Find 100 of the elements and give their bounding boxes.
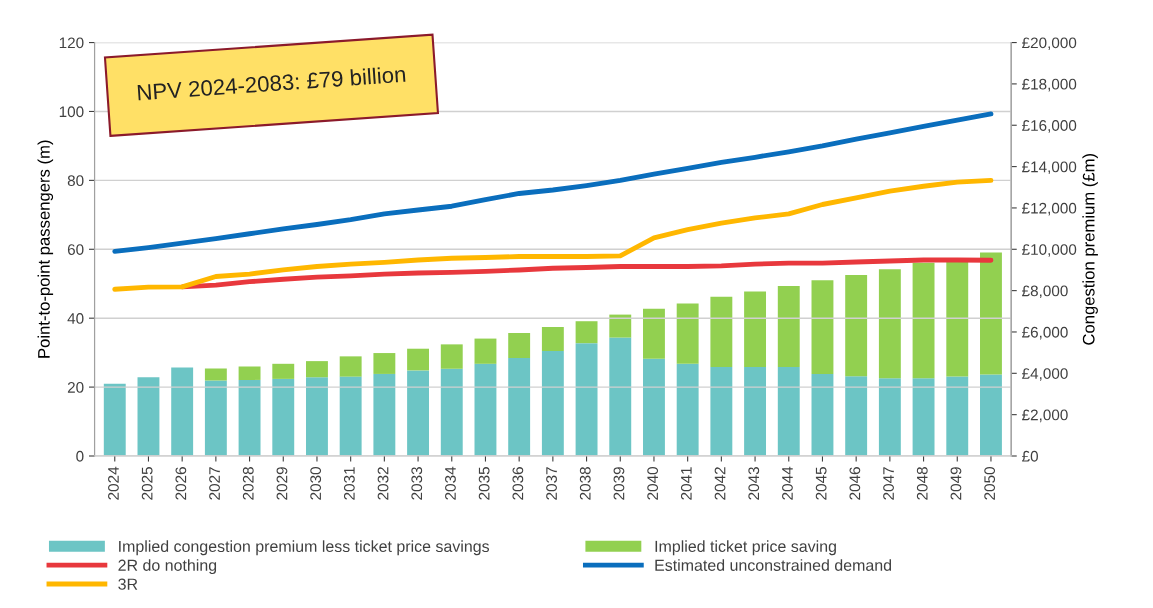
x-tick-label: 2028 bbox=[242, 467, 254, 500]
bar bbox=[575, 343, 598, 456]
x-tick-label: 2041 bbox=[680, 467, 692, 500]
x-tick-label: 2050 bbox=[984, 467, 996, 500]
y2-tick-label: £0 bbox=[1022, 450, 1038, 462]
x-tick-label: 2040 bbox=[647, 467, 659, 500]
y2-tick-label: £10,000 bbox=[1022, 244, 1077, 257]
bar bbox=[676, 363, 699, 456]
bar bbox=[137, 377, 160, 456]
y2-tick-label: £16,000 bbox=[1022, 120, 1077, 133]
bar bbox=[980, 252, 1002, 375]
bar bbox=[946, 260, 969, 377]
bar bbox=[474, 338, 497, 364]
bar bbox=[811, 373, 834, 456]
y2-tick-label: £6,000 bbox=[1022, 326, 1068, 340]
bar bbox=[339, 376, 362, 456]
x-tick-label: 2038 bbox=[579, 467, 591, 500]
bar bbox=[508, 333, 531, 359]
bar bbox=[272, 363, 295, 379]
x-tick-label: 2031 bbox=[343, 467, 355, 500]
x-tick-label: 2042 bbox=[714, 467, 726, 500]
bar bbox=[440, 368, 463, 456]
x-tick-label: 2049 bbox=[950, 467, 962, 500]
y-tick-label: 40 bbox=[67, 313, 84, 324]
bar bbox=[777, 286, 800, 368]
y-tick-label: 80 bbox=[67, 175, 84, 187]
x-tick-label: 2032 bbox=[377, 467, 389, 500]
bar bbox=[744, 291, 767, 368]
x-tick-label: 2043 bbox=[748, 467, 760, 500]
bar bbox=[541, 327, 564, 351]
bar bbox=[643, 308, 665, 359]
y-tick-label: 100 bbox=[59, 106, 84, 118]
x-tick-label: 2037 bbox=[546, 467, 557, 500]
bar bbox=[373, 373, 396, 456]
bar bbox=[238, 379, 261, 456]
x-tick-label: 2025 bbox=[141, 467, 153, 500]
x-tick-label: 2033 bbox=[411, 467, 423, 500]
bar bbox=[710, 296, 733, 368]
bar bbox=[204, 368, 227, 381]
y-tick-label: 120 bbox=[59, 37, 84, 49]
line-series bbox=[112, 111, 994, 254]
annotation: NPV 2024-2083: £79 billion bbox=[137, 65, 406, 101]
bar bbox=[710, 367, 733, 456]
legend-label: 2R do nothing bbox=[118, 559, 217, 575]
x-tick-label: 2045 bbox=[815, 467, 827, 500]
x-tick-label: 2039 bbox=[613, 467, 625, 500]
bar bbox=[474, 363, 497, 456]
bar bbox=[878, 269, 901, 379]
bar bbox=[845, 274, 868, 377]
bar bbox=[306, 361, 328, 378]
legend-label: 3R bbox=[118, 578, 138, 590]
y2-tick-label: £14,000 bbox=[1022, 161, 1077, 175]
bar bbox=[980, 374, 1002, 456]
x-tick-label: 2046 bbox=[849, 467, 861, 500]
bar bbox=[575, 321, 598, 344]
y2-tick-label: £20,000 bbox=[1022, 37, 1077, 51]
y-tick-label: 60 bbox=[67, 244, 84, 255]
x-tick-label: 2044 bbox=[782, 466, 793, 500]
x-tick-label: 2047 bbox=[883, 467, 894, 500]
y-axis-title: Point-to-point passengers (m) bbox=[37, 140, 54, 358]
y2-tick-label: £8,000 bbox=[1022, 285, 1068, 299]
bar bbox=[912, 378, 935, 456]
x-tick-label: 2026 bbox=[175, 467, 187, 500]
x-tick-label: 2035 bbox=[478, 467, 490, 500]
bar bbox=[811, 280, 834, 374]
y2-tick-label: £2,000 bbox=[1022, 409, 1068, 423]
y2-tick-label: £4,000 bbox=[1022, 368, 1068, 381]
bar bbox=[912, 262, 935, 379]
bar bbox=[609, 314, 632, 338]
y-tick-label: 0 bbox=[76, 450, 84, 462]
bar bbox=[744, 367, 767, 456]
x-tick-label: 2048 bbox=[916, 467, 928, 500]
bar bbox=[339, 356, 362, 377]
y2-axis-title: Congestion premium (£m) bbox=[1082, 153, 1098, 345]
y-tick-label: 20 bbox=[67, 381, 84, 393]
bar bbox=[541, 350, 564, 456]
bar bbox=[643, 358, 665, 456]
bar bbox=[609, 337, 632, 456]
x-tick-label: 2027 bbox=[209, 467, 220, 500]
legend-label: Estimated unconstrained demand bbox=[655, 559, 892, 571]
bar bbox=[676, 303, 699, 364]
x-tick-label: 2034 bbox=[445, 466, 456, 500]
legend-label: Implied congestion premium less ticket price savings bbox=[119, 540, 490, 556]
bar bbox=[238, 366, 261, 380]
bar bbox=[946, 376, 969, 456]
legend-label: Implied ticket price saving bbox=[655, 540, 836, 556]
x-tick-label: 2024 bbox=[108, 466, 119, 500]
bar bbox=[845, 376, 868, 456]
bar bbox=[204, 380, 227, 456]
bar bbox=[440, 344, 463, 369]
x-tick-label: 2030 bbox=[310, 467, 322, 500]
bar bbox=[171, 367, 194, 456]
y2-tick-label: £18,000 bbox=[1022, 78, 1077, 92]
bar bbox=[103, 383, 126, 456]
line-series bbox=[112, 177, 994, 292]
bar bbox=[373, 353, 396, 374]
bar bbox=[407, 348, 430, 371]
bar bbox=[306, 377, 328, 456]
bar bbox=[272, 378, 295, 456]
bar bbox=[878, 378, 901, 456]
